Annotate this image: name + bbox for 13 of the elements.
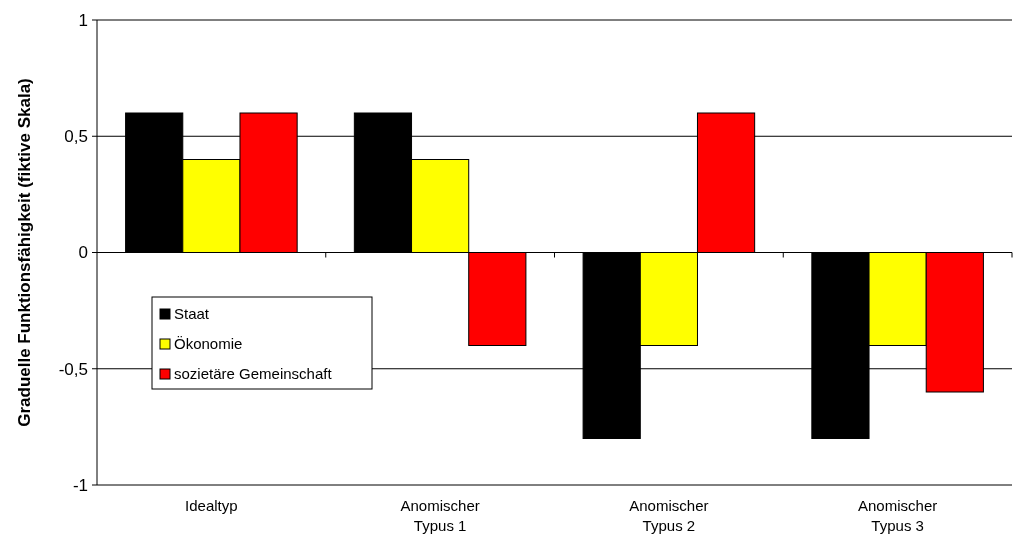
x-tick-label: Anomischer Typus 1	[400, 497, 480, 534]
x-tick-label: Idealtyp	[185, 497, 238, 514]
y-tick-label: 0,5	[64, 127, 88, 147]
y-tick-label: -0,5	[58, 359, 88, 379]
legend-label: Ökonomie	[174, 335, 243, 353]
y-axis-title: Graduelle Funktionsfähigkeit (fiktive Skala)	[15, 78, 34, 427]
x-tick-label: Anomischer Typus 3	[858, 497, 938, 534]
legend-label: Staat	[174, 305, 210, 323]
legend-label: sozietäre Gemeinschaft	[174, 365, 333, 383]
y-tick-label: 0	[78, 243, 88, 263]
x-tick-label: Anomischer Typus 2	[629, 497, 709, 534]
y-tick-label: -1	[72, 475, 88, 495]
y-tick-label: 1	[78, 10, 88, 30]
